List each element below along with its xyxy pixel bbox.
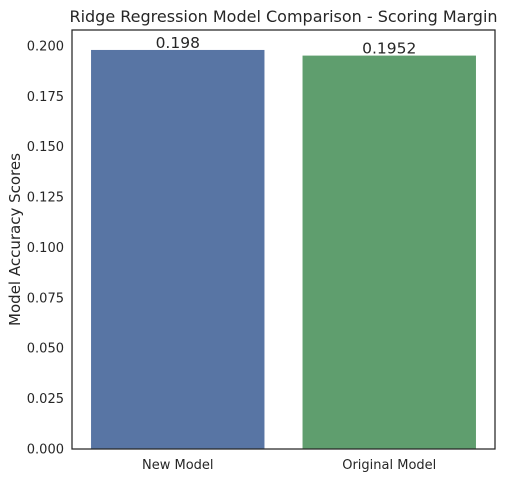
plot-frame	[71, 29, 496, 450]
bars: 0.198 0.1952	[91, 34, 476, 449]
y-tick-label: 0.175	[27, 90, 64, 105]
chart-title: Ridge Regression Model Comparison - Scor…	[69, 7, 497, 26]
y-tick-label: 0.125	[27, 191, 64, 206]
y-tick-label: 0.025	[27, 392, 64, 407]
data-label: 0.1952	[362, 40, 416, 58]
y-tick-label: 0.050	[27, 342, 64, 357]
y-axis-ticks: 0.000 0.025 0.050 0.075 0.100 0.125 0.150 0.175…	[27, 39, 64, 457]
bar-new-model	[91, 49, 265, 449]
y-axis-label: Model Accuracy Scores	[6, 153, 24, 326]
x-axis-ticks: New Model Original Model	[142, 458, 436, 473]
y-tick-label: 0.100	[27, 241, 64, 256]
y-tick-label: 0.150	[27, 140, 64, 155]
x-tick-label: New Model	[142, 458, 214, 473]
data-label: 0.198	[156, 34, 200, 52]
y-tick-label: 0.200	[27, 39, 64, 54]
x-tick-label: Original Model	[342, 458, 436, 473]
y-tick-label: 0.000	[27, 443, 64, 458]
bar-original-model	[302, 55, 476, 449]
y-tick-label: 0.075	[27, 291, 64, 306]
